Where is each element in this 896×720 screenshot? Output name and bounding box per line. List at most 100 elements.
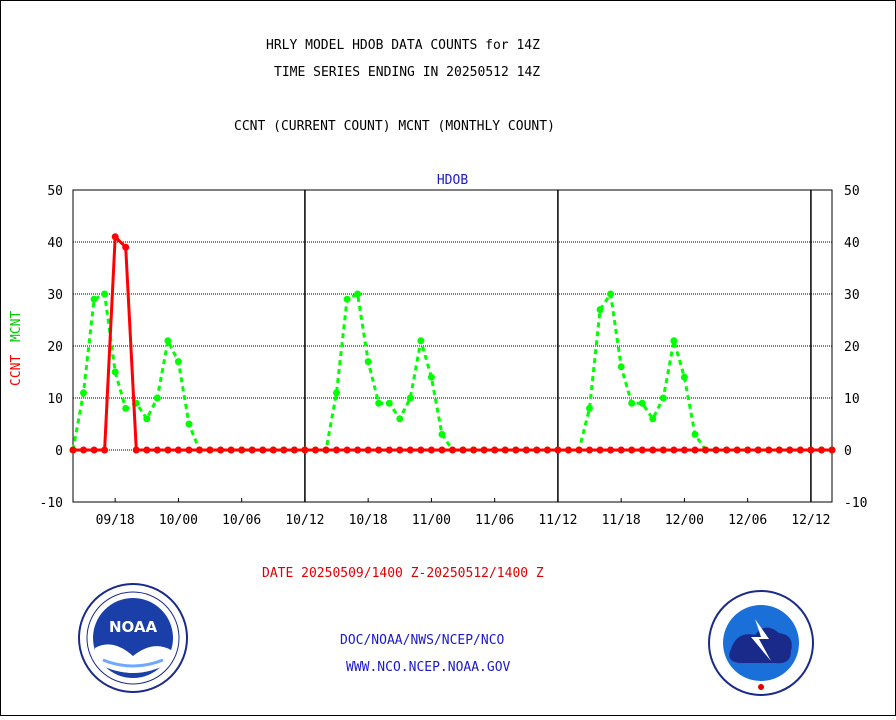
series-point-ccnt xyxy=(427,446,435,454)
chart-title: HDOB xyxy=(437,173,468,188)
series-point-ccnt xyxy=(659,446,667,454)
series-point-ccnt xyxy=(765,446,773,454)
y-tick-label-right: 50 xyxy=(844,184,860,199)
series-point-ccnt xyxy=(343,446,351,454)
series-point-ccnt xyxy=(301,446,309,454)
footer-url: WWW.NCO.NCEP.NOAA.GOV xyxy=(346,660,511,675)
series-point-ccnt xyxy=(322,446,330,454)
series-point-mcnt xyxy=(111,368,119,376)
series-point-ccnt xyxy=(111,233,119,241)
x-tick-label: 10/00 xyxy=(159,513,198,528)
series-point-ccnt xyxy=(280,446,288,454)
series-point-mcnt xyxy=(638,399,646,407)
series-point-ccnt xyxy=(122,243,130,251)
series-point-mcnt xyxy=(596,306,604,314)
series-point-ccnt xyxy=(512,446,520,454)
series-point-ccnt xyxy=(217,446,225,454)
plot-border xyxy=(72,189,833,503)
series-point-ccnt xyxy=(828,446,836,454)
noaa-logo-text: NOAA xyxy=(109,618,158,636)
series-point-ccnt xyxy=(480,446,488,454)
series-point-ccnt xyxy=(333,446,340,454)
series-point-ccnt xyxy=(153,446,161,454)
y-axis-label-ccnt: CCNT xyxy=(9,355,24,386)
series-point-ccnt xyxy=(733,446,741,454)
series-point-ccnt xyxy=(723,446,731,454)
series-point-ccnt xyxy=(796,446,804,454)
y-tick-label-left: 10 xyxy=(47,392,63,407)
series-point-ccnt xyxy=(90,446,98,454)
y-tick-label-right: 40 xyxy=(844,236,860,251)
series-point-mcnt xyxy=(438,430,446,438)
footer-org: DOC/NOAA/NWS/NCEP/NCO xyxy=(340,633,505,648)
series-point-mcnt xyxy=(427,373,435,381)
x-tick-label: 12/12 xyxy=(791,513,830,528)
series-point-ccnt xyxy=(354,446,362,454)
series-point-ccnt xyxy=(417,446,425,454)
x-tick-label: 11/06 xyxy=(475,513,514,528)
series-point-mcnt xyxy=(333,389,340,397)
series-point-ccnt xyxy=(312,446,319,454)
nws-logo xyxy=(708,590,814,696)
series-point-mcnt xyxy=(691,430,699,438)
series-point-ccnt xyxy=(396,446,404,454)
x-tick-label: 12/00 xyxy=(665,513,704,528)
series-point-ccnt xyxy=(818,446,825,454)
series-point-ccnt xyxy=(80,446,87,454)
footer-date-range: DATE 20250509/1400 Z-20250512/1400 Z xyxy=(262,566,544,581)
series-point-ccnt xyxy=(290,446,298,454)
series-point-ccnt xyxy=(132,446,140,454)
series-point-mcnt xyxy=(185,420,193,428)
series-point-ccnt xyxy=(617,446,625,454)
series-point-ccnt xyxy=(807,446,815,454)
x-tick-label: 11/18 xyxy=(602,513,641,528)
series-point-ccnt xyxy=(406,446,414,454)
series-point-mcnt xyxy=(396,415,404,423)
series-point-ccnt xyxy=(238,446,246,454)
series-point-mcnt xyxy=(174,358,182,366)
series-point-ccnt xyxy=(712,446,720,454)
series-point-ccnt xyxy=(259,446,267,454)
series-point-ccnt xyxy=(69,446,77,454)
y-tick-label-left: 0 xyxy=(55,444,63,459)
series-point-mcnt xyxy=(153,394,161,402)
title-line-2: TIME SERIES ENDING IN 20250512 14Z xyxy=(274,65,541,80)
y-tick-label-right: 10 xyxy=(844,392,860,407)
series-point-mcnt xyxy=(385,399,393,407)
series-point-mcnt xyxy=(364,358,372,366)
series-point-ccnt xyxy=(385,446,393,454)
series-point-ccnt xyxy=(438,446,446,454)
noaa-logo: NOAA xyxy=(78,583,188,693)
title-line-1: HRLY MODEL HDOB DATA COUNTS for 14Z xyxy=(266,38,540,53)
y-tick-label-left: 40 xyxy=(47,236,63,251)
x-tick-label: 10/06 xyxy=(222,513,261,528)
title-line-3: CCNT (CURRENT COUNT) MCNT (MONTHLY COUNT… xyxy=(234,119,555,134)
x-tick-label: 11/00 xyxy=(412,513,451,528)
series-point-ccnt xyxy=(196,446,203,454)
series-point-mcnt xyxy=(417,337,425,345)
series-point-ccnt xyxy=(449,446,456,454)
series-point-ccnt xyxy=(227,446,235,454)
y-tick-label-right: -10 xyxy=(844,496,867,511)
x-tick-label: 11/12 xyxy=(538,513,577,528)
series-point-mcnt xyxy=(659,394,667,402)
series-point-mcnt xyxy=(80,389,87,397)
series-point-ccnt xyxy=(565,446,572,454)
series-point-ccnt xyxy=(101,446,109,454)
series-point-ccnt xyxy=(459,446,467,454)
series-point-ccnt xyxy=(754,446,762,454)
series-point-mcnt xyxy=(628,399,636,407)
series-point-ccnt xyxy=(269,446,277,454)
y-tick-label-left: 30 xyxy=(47,288,63,303)
series-point-ccnt xyxy=(533,446,541,454)
series-point-ccnt xyxy=(744,446,752,454)
series-point-ccnt xyxy=(491,446,499,454)
y-tick-label-right: 30 xyxy=(844,288,860,303)
series-point-mcnt xyxy=(375,399,383,407)
series-point-ccnt xyxy=(543,446,551,454)
series-point-ccnt xyxy=(702,446,709,454)
y-tick-label-left: 50 xyxy=(47,184,63,199)
y-tick-label-left: -10 xyxy=(40,496,63,511)
